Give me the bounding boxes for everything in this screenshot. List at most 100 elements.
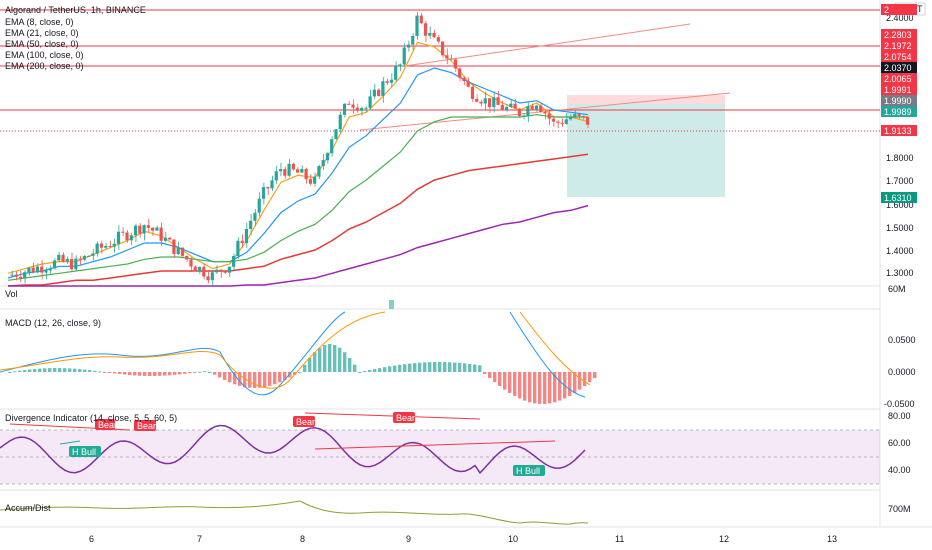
candle-body: [87, 255, 91, 257]
macd-bar: [178, 372, 182, 375]
svg-text:Bear: Bear: [396, 413, 415, 423]
candle-body: [287, 163, 291, 176]
candle-body: [69, 258, 74, 270]
macd-bar: [133, 372, 137, 376]
indicator-ema-200[interactable]: EMA (200, close, 0): [5, 61, 84, 71]
price-tick: 1.6000: [886, 200, 914, 210]
macd-signal-line: [0, 311, 591, 389]
macd-bar: [518, 372, 522, 399]
candle-body: [95, 243, 99, 254]
macd-bar: [428, 362, 432, 372]
divergence-line: [304, 412, 481, 420]
macd-bar: [253, 372, 257, 388]
candle-body: [206, 276, 210, 281]
candle-body: [564, 119, 568, 124]
candle-body: [185, 255, 189, 260]
candle-body: [308, 179, 312, 184]
candle-body: [504, 106, 509, 111]
candle-body: [415, 15, 419, 36]
candle-body: [27, 267, 31, 273]
target-zone[interactable]: [567, 104, 725, 197]
pane-title-macd[interactable]: MACD (12, 26, close, 9): [5, 318, 101, 328]
ema-lines: [7, 41, 589, 287]
candle-body: [411, 35, 415, 45]
macd-bar: [523, 372, 527, 401]
macd-bar: [508, 372, 512, 393]
candle-body: [586, 116, 590, 125]
price-tag-label: 2.0065: [884, 74, 912, 84]
candle-body: [129, 235, 133, 241]
macd-bar: [93, 370, 97, 372]
candle-body: [475, 98, 479, 102]
price-tag: [881, 40, 917, 51]
indicator-ema-21[interactable]: EMA (21, close, 0): [5, 28, 79, 38]
candle-body: [274, 171, 278, 181]
candle-body: [223, 271, 227, 273]
candle-body: [462, 77, 466, 82]
macd-bar: [548, 372, 552, 404]
candle-body: [466, 81, 470, 87]
trendline-upper[interactable]: [404, 23, 691, 67]
candle-body: [283, 169, 287, 176]
candle-body: [479, 101, 483, 104]
macd-bar: [313, 352, 317, 372]
macd-bar: [263, 372, 267, 388]
macd-bar: [58, 368, 62, 372]
accum-axis-label: 700M: [888, 504, 911, 514]
candle-body: [125, 232, 129, 241]
rsi-axis-label: 60.00: [888, 438, 911, 448]
pane-title-accum[interactable]: Accum/Dist: [5, 503, 51, 513]
candle-body: [65, 258, 69, 262]
candle-body: [539, 105, 543, 112]
indicator-ema-100[interactable]: EMA (100, close, 0): [5, 50, 84, 60]
candle-body: [172, 239, 176, 255]
macd-bar: [143, 372, 147, 376]
macd-bar: [23, 370, 27, 372]
stop-zone[interactable]: [567, 95, 725, 104]
macd-bar: [413, 363, 417, 372]
pane-title-vol[interactable]: Vol: [5, 289, 18, 299]
time-tick: 11: [615, 534, 624, 544]
candle-body: [244, 228, 249, 244]
pane-title-divergence[interactable]: Divergence Indicator (14, close, 5, 5, 6…: [5, 413, 177, 423]
candle-body: [48, 268, 52, 271]
candle-body: [445, 55, 449, 59]
horizontal-levels[interactable]: [0, 9, 880, 132]
macd-bar: [33, 369, 37, 372]
macd-bar: [498, 372, 502, 386]
candle-body: [40, 266, 44, 273]
macd-bar: [258, 372, 262, 388]
macd-bar: [543, 372, 547, 404]
candle-body: [551, 118, 556, 122]
indicator-ema-8[interactable]: EMA (8, close, 0): [5, 17, 74, 27]
candle-body: [151, 227, 155, 231]
macd-bar: [73, 368, 77, 372]
candle-body: [389, 79, 394, 83]
candle-body: [210, 272, 214, 281]
time-tick: 8: [300, 534, 305, 544]
indicator-ema-50[interactable]: EMA (50, close, 0): [5, 39, 79, 49]
rsi-line: [0, 424, 586, 475]
macd-bar: [308, 358, 312, 372]
time-tick: 6: [89, 534, 94, 544]
time-tick: 9: [406, 534, 411, 544]
macd-bar: [363, 371, 367, 373]
candle-body: [91, 253, 95, 256]
svg-text:Bear: Bear: [98, 420, 117, 430]
price-tag: [881, 125, 917, 136]
rsi-axis-label: 80.00: [888, 411, 911, 421]
macd-bar: [168, 372, 172, 376]
macd-bar: [458, 362, 462, 372]
candle-body: [176, 247, 180, 255]
macd-bar: [488, 372, 492, 379]
price-tick: 1.3000: [886, 268, 914, 278]
candle-body: [168, 237, 172, 240]
macd-bar: [293, 372, 297, 375]
candle-body: [381, 81, 385, 96]
macd-axis-label: 0.0500: [888, 335, 916, 345]
macd-bar: [353, 364, 357, 372]
candle-body: [146, 225, 150, 228]
macd-bar: [193, 372, 197, 373]
macd-bar: [588, 372, 592, 383]
